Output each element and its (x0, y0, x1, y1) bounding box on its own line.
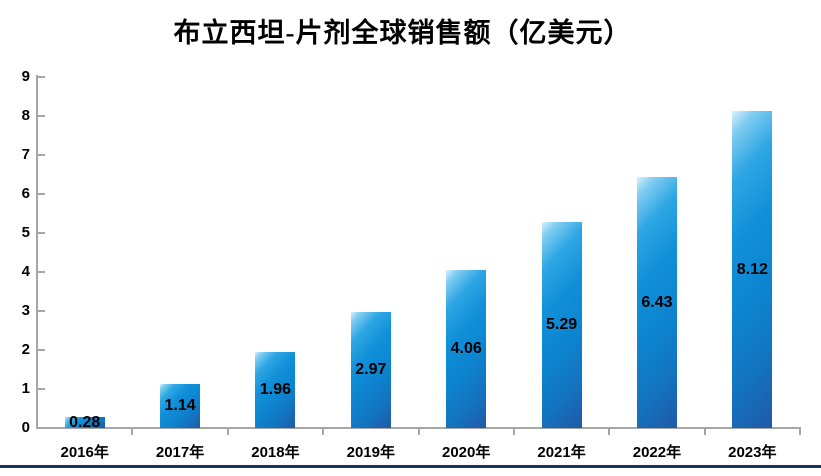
x-axis-label: 2020年 (442, 444, 491, 461)
y-axis-tick-label: 5 (21, 224, 30, 241)
x-axis-label: 2018年 (251, 444, 300, 461)
y-axis-tick (38, 310, 45, 312)
x-axis-label: 2023年 (728, 444, 777, 461)
y-axis-tick (38, 76, 45, 78)
y-axis-tick-label: 2 (21, 341, 30, 358)
x-axis-label: 2022年 (632, 444, 682, 461)
x-axis-tick (703, 429, 706, 435)
bar-value-label: 5.29 (545, 316, 578, 333)
bar (160, 384, 201, 428)
bar-value-label: 1.96 (259, 381, 292, 398)
x-axis-tick (131, 429, 134, 435)
y-axis-tick-label: 8 (21, 107, 30, 124)
y-axis-tick-label: 3 (21, 302, 30, 319)
x-axis-tick (417, 429, 420, 435)
x-axis-tick (608, 429, 611, 435)
y-axis-tick-label: 9 (21, 68, 30, 85)
chart-title: 布立西坦-片剂全球销售额（亿美元） (173, 18, 632, 48)
y-axis-tick (38, 388, 45, 390)
y-axis-tick-label: 0 (21, 419, 30, 436)
x-axis-tick (226, 429, 229, 435)
y-axis-tick-label: 4 (21, 263, 30, 280)
bar-value-label: 2.97 (355, 361, 387, 378)
x-axis-tick (512, 429, 515, 435)
bar-value-label: 8.12 (736, 260, 768, 278)
x-axis-line (36, 427, 801, 429)
bar (350, 312, 391, 428)
y-axis-tick (38, 349, 45, 351)
y-axis-tick (38, 115, 45, 117)
x-axis-tick (322, 429, 325, 435)
x-axis-label: 2019年 (346, 444, 395, 461)
x-axis-label: 2021年 (537, 444, 586, 461)
y-axis-tick-label: 6 (21, 185, 30, 202)
x-axis-label: 2017年 (155, 444, 205, 461)
y-axis-tick (38, 193, 45, 195)
x-axis-tick (799, 429, 801, 435)
y-axis-tick (38, 271, 45, 273)
bottom-border-line (0, 465, 821, 468)
bar (64, 417, 105, 428)
y-axis-tick (38, 154, 45, 156)
y-axis-tick (38, 232, 45, 234)
bar (255, 352, 296, 428)
bar (732, 111, 773, 428)
bar (541, 222, 582, 428)
bar-value-label: 4.06 (450, 340, 482, 357)
y-axis-tick-label: 7 (21, 146, 30, 163)
bar-value-label: 6.43 (641, 293, 673, 311)
bar-value-label: 0.28 (69, 413, 101, 431)
bar (636, 177, 677, 428)
x-axis-label: 2016年 (60, 444, 109, 461)
y-axis-line (36, 75, 38, 429)
y-axis-tick-label: 1 (21, 380, 30, 397)
bar-value-label: 1.14 (164, 397, 196, 414)
bar (446, 270, 487, 428)
